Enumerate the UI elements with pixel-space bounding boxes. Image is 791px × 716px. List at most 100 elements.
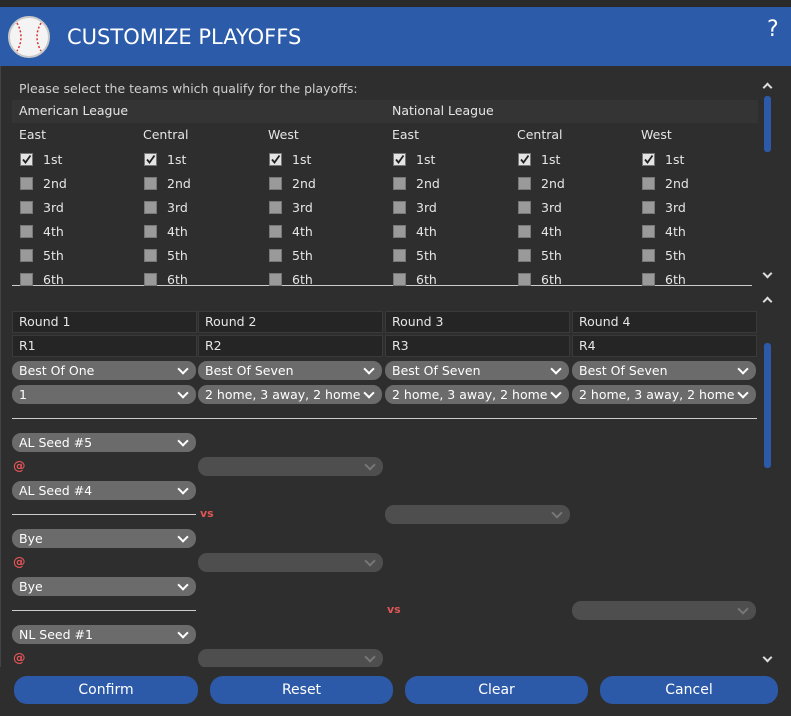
checkbox[interactable] [20,201,33,214]
vs-label: vs [387,603,401,616]
checkbox[interactable] [269,201,282,214]
place-label: 5th [167,248,188,263]
place-label: 1st [665,152,685,167]
place-label: 3rd [167,200,188,215]
checkbox[interactable] [20,249,33,262]
division-name: East [19,127,46,142]
round-abbr: R4 [572,335,757,357]
checkbox[interactable] [393,225,406,238]
checkbox[interactable] [269,249,282,262]
checkbox[interactable] [518,177,531,190]
checkbox[interactable] [393,177,406,190]
checkbox[interactable] [144,177,157,190]
checkbox[interactable] [20,273,33,286]
button[interactable]: Cancel [600,676,778,704]
button[interactable]: Clear [405,676,588,704]
place-label: 6th [167,272,188,287]
checkbox[interactable] [144,225,157,238]
dropdown [198,553,383,572]
checkbox[interactable] [20,225,33,238]
checkbox[interactable] [20,153,33,166]
dropdown[interactable]: 2 home, 3 away, 2 home [572,385,756,404]
place-label: 4th [167,224,188,239]
dropdown[interactable]: 2 home, 3 away, 2 home [385,385,569,404]
dropdown[interactable]: 2 home, 3 away, 2 home [198,385,382,404]
division-name: West [641,127,672,142]
place-label: 3rd [665,200,686,215]
dropdown[interactable]: AL Seed #5 [12,433,196,452]
place-label: 1st [416,152,436,167]
checkbox[interactable] [642,273,655,286]
divider [12,285,752,286]
checkbox[interactable] [144,153,157,166]
place-label: 3rd [541,200,562,215]
checkbox[interactable] [269,153,282,166]
dropdown-value: 2 home, 3 away, 2 home [579,387,735,402]
checkbox[interactable] [642,201,655,214]
dropdown[interactable]: NL Seed #1 [12,625,196,644]
checkbox[interactable] [393,273,406,286]
checkbox[interactable] [20,177,33,190]
place-label: 6th [416,272,437,287]
checkbox[interactable] [144,249,157,262]
place-label: 5th [43,248,64,263]
dropdown-value: NL Seed #1 [19,627,93,642]
place-label: 6th [541,272,562,287]
dropdown[interactable]: AL Seed #4 [12,481,196,500]
scroll-thumb[interactable] [764,343,771,468]
round-header: Round 3 [385,311,570,333]
scroll-thumb[interactable] [764,96,771,152]
place-label: 2nd [665,176,689,191]
dropdown-value: AL Seed #4 [19,483,93,498]
logo [8,16,50,58]
checkbox[interactable] [269,177,282,190]
checkbox[interactable] [642,225,655,238]
checkbox[interactable] [269,225,282,238]
button[interactable]: Reset [210,676,393,704]
place-label: 5th [416,248,437,263]
at-label: @ [13,650,26,665]
dropdown[interactable]: Best Of One [12,361,196,380]
place-label: 2nd [416,176,440,191]
checkbox[interactable] [518,249,531,262]
checkbox[interactable] [269,273,282,286]
dropdown[interactable]: Best Of Seven [385,361,569,380]
round-abbr: R1 [12,335,197,357]
title-bar [0,7,791,66]
checkbox[interactable] [518,273,531,286]
place-label: 2nd [43,176,67,191]
checkbox[interactable] [393,153,406,166]
checkbox[interactable] [393,201,406,214]
dropdown[interactable]: Bye [12,529,196,548]
checkbox[interactable] [144,201,157,214]
dropdown[interactable]: Bye [12,577,196,596]
checkbox[interactable] [518,153,531,166]
place-label: 1st [541,152,561,167]
place-label: 6th [665,272,686,287]
checkbox[interactable] [518,201,531,214]
place-label: 1st [167,152,187,167]
round-header: Round 2 [198,311,383,333]
prompt: Please select the teams which qualify fo… [19,81,358,96]
checkbox[interactable] [144,273,157,286]
dropdown [572,601,756,620]
dropdown[interactable]: Best Of Seven [198,361,382,380]
checkbox[interactable] [642,177,655,190]
dropdown[interactable]: Best Of Seven [572,361,756,380]
divider [12,418,757,419]
round-header: Round 4 [572,311,757,333]
division-name: Central [143,127,189,142]
checkbox[interactable] [642,153,655,166]
dropdown [198,457,383,476]
checkbox[interactable] [393,249,406,262]
at-label: @ [13,554,26,569]
button[interactable]: Confirm [14,676,198,704]
checkbox[interactable] [518,225,531,238]
help-button[interactable]: ? [767,17,779,42]
checkbox[interactable] [642,249,655,262]
dropdown-value: Bye [19,579,43,594]
dropdown[interactable]: 1 [12,385,196,404]
round-abbr: R2 [198,335,383,357]
division-name: West [268,127,299,142]
